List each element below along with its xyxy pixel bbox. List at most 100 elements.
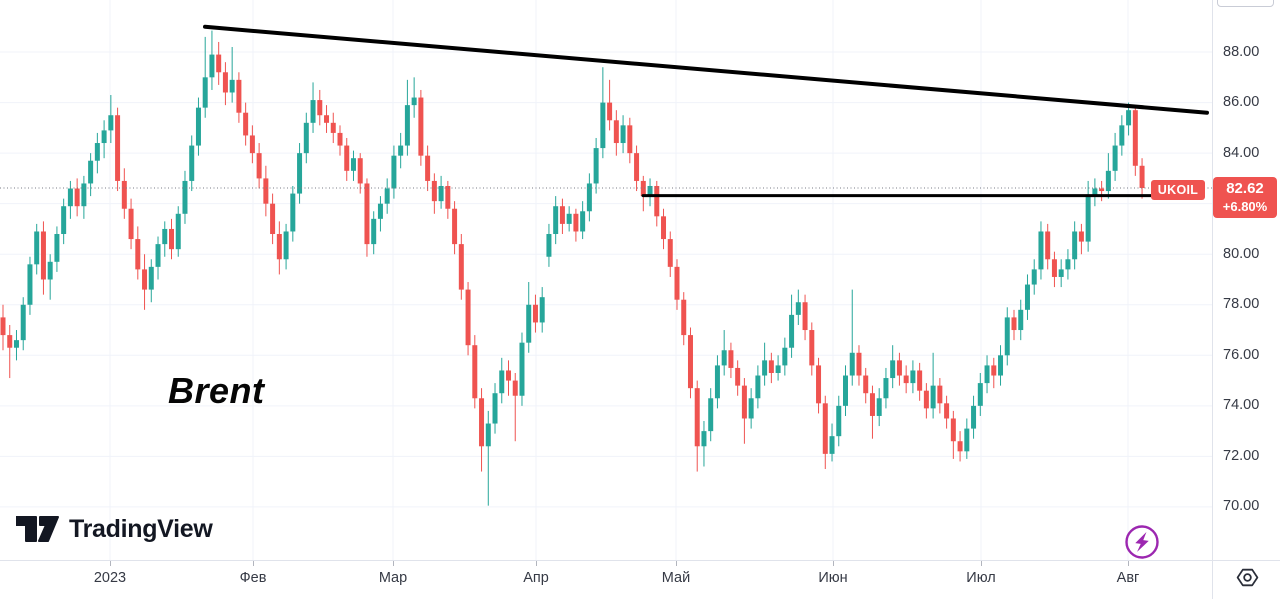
candle-body (1018, 309, 1024, 331)
descending-trendline[interactable] (203, 24, 1209, 115)
candle-body (768, 360, 774, 373)
candle-body (344, 145, 350, 171)
candle-body (964, 428, 970, 452)
candle-body (1085, 196, 1091, 242)
price-axis[interactable]: 88.00 86.00 84.00 80.00 78.00 76.00 74.00 72.00… (1212, 0, 1280, 560)
candle-body (1072, 231, 1078, 260)
candle-body (425, 155, 431, 181)
candle-body (762, 360, 768, 376)
time-tick-label: Апр (523, 570, 549, 586)
candle-body (519, 342, 525, 396)
candle-body (607, 102, 613, 121)
candle-body (593, 148, 599, 184)
candle-body (317, 100, 323, 116)
candle-body (1119, 125, 1125, 146)
candle-body (303, 122, 309, 154)
object-visibility-button[interactable] (1235, 565, 1260, 590)
candle-body (371, 218, 377, 245)
candle-body (452, 208, 458, 245)
candle-body (883, 378, 889, 399)
candle-body (195, 107, 201, 146)
candle-body (189, 145, 195, 181)
candle-body (1004, 317, 1010, 356)
candle-body (330, 122, 336, 133)
candle-body (917, 370, 923, 391)
candle-body (627, 125, 633, 154)
candle-body (647, 185, 653, 197)
candles-layer[interactable] (0, 30, 1145, 506)
candle-body (47, 261, 53, 280)
candle-body (276, 234, 282, 260)
time-tick-mark (536, 561, 537, 566)
time-axis[interactable]: 2023 Фев Мар Апр Май Июн Июл Авг (0, 560, 1280, 599)
candle-body (121, 180, 127, 209)
time-tick-label: Мар (378, 570, 408, 586)
candle-body (789, 314, 795, 348)
candle-body (290, 193, 296, 232)
candle-body (283, 231, 289, 260)
symbol-price-label[interactable]: UKOIL (1151, 180, 1205, 200)
candle-body (600, 102, 606, 149)
candle-body (472, 345, 478, 399)
brent-text-drawing[interactable]: Brent (168, 370, 265, 411)
tradingview-logo[interactable]: TradingView (16, 514, 213, 544)
candle-body (209, 54, 215, 78)
candle-body (661, 216, 667, 240)
price-tick-label: 88.00 (1223, 43, 1260, 60)
candle-body (863, 375, 869, 394)
candle-body (175, 213, 181, 250)
candle-body (1078, 231, 1084, 242)
boost-button[interactable] (1123, 523, 1161, 561)
candle-body (350, 158, 356, 171)
candle-body (573, 213, 579, 232)
candle-body (654, 185, 660, 217)
candle-body (1139, 165, 1145, 189)
candle-body (249, 135, 255, 154)
candle-body (74, 188, 80, 207)
candle-body (1126, 110, 1132, 126)
candle-body (923, 390, 929, 409)
candle-body (876, 398, 882, 416)
candle-body (270, 203, 276, 235)
candle-body (337, 132, 343, 146)
candle-body (566, 213, 572, 224)
price-tick-label: 76.00 (1223, 346, 1260, 363)
candle-body (836, 405, 842, 437)
candle-body (1011, 317, 1017, 331)
candle-body (7, 335, 13, 348)
candle-body (54, 234, 60, 262)
candle-body (728, 350, 734, 368)
candle-body (903, 375, 909, 384)
change-percent-value: +6.80% (1222, 198, 1268, 214)
candle-body (438, 185, 444, 202)
candle-body (310, 100, 316, 123)
grid-layer (0, 0, 1212, 560)
candle-body (0, 317, 6, 336)
time-tick-label: Авг (1116, 570, 1140, 586)
candle-body (553, 206, 559, 235)
candle-body (404, 105, 410, 146)
candle-body (843, 375, 848, 406)
candle-body (115, 115, 121, 181)
candle-body (930, 385, 936, 409)
candle-body (640, 180, 646, 197)
price-tick-label: 80.00 (1223, 245, 1260, 262)
candle-body (148, 266, 154, 290)
time-tick-mark (676, 561, 677, 566)
time-tick-label: Фев (239, 570, 267, 586)
last-price-value: 82.62 (1226, 180, 1264, 197)
time-tick-mark (253, 561, 254, 566)
candle-body (890, 360, 896, 379)
last-price-axis-label: 82.62 +6.80% (1213, 177, 1277, 218)
candle-body (357, 158, 363, 184)
candle-body (202, 77, 208, 108)
candle-body (222, 72, 228, 93)
candle-body (634, 153, 640, 181)
candle-body (445, 185, 451, 209)
candle-body (822, 403, 828, 454)
candle-body (708, 398, 714, 432)
price-tick-label: 70.00 (1223, 498, 1260, 515)
candle-body (782, 347, 788, 366)
candle-body (721, 350, 727, 366)
